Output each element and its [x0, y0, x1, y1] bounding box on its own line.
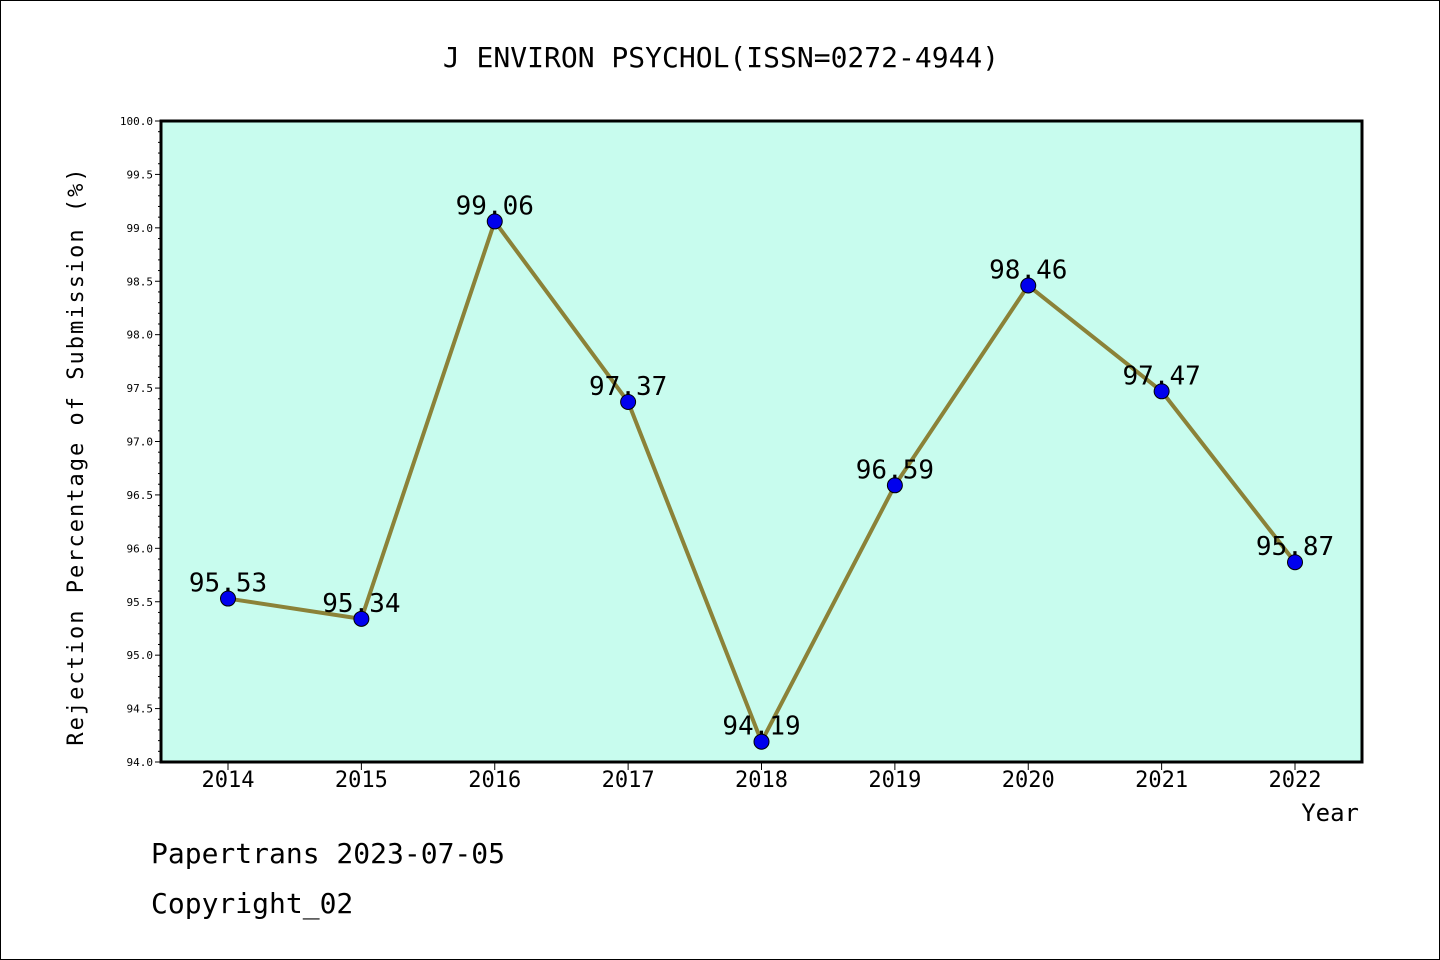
data-point: [486, 213, 503, 230]
data-point: [1020, 277, 1037, 294]
chart-title: J ENVIRON PSYCHOL(ISSN=0272-4944): [443, 41, 999, 74]
y-axis: 94.0 94.5 95.0 95.5 96.0 96.5 97.0 97.5 98.0 98.5…: [120, 115, 161, 769]
plot-area: [159, 119, 1364, 764]
y-tick-label: 96.5: [127, 489, 154, 502]
x-tick-label: 2016: [468, 768, 521, 793]
y-tick-label: 94.0: [127, 756, 154, 769]
y-tick-label: 94.5: [127, 703, 154, 716]
y-tick-label: 99.0: [127, 222, 154, 235]
y-tick-label: 97.0: [127, 436, 154, 449]
y-tick-label: 96.0: [127, 542, 154, 555]
data-point: [753, 733, 770, 750]
footer-copyright: Copyright_02: [151, 887, 354, 920]
data-label: 96.59: [856, 455, 934, 485]
data-point: [620, 393, 637, 410]
x-tick-label: 2015: [335, 768, 388, 793]
x-axis: 2014 2015 2016 2017 2018 2019 2020 2021 2022: [202, 762, 1322, 793]
y-tick-label: 98.5: [127, 275, 154, 288]
data-point: [1153, 383, 1170, 400]
footer-date: Papertrans 2023-07-05: [151, 837, 506, 870]
data-series: 95.53 95.34 99.06 97.37 94.19 96.59 98.46 97.47…: [189, 191, 1334, 750]
y-axis-label: Rejection Percentage of Submission (%): [64, 166, 89, 745]
y-tick-label: 98.0: [127, 329, 154, 342]
data-point: [886, 477, 903, 494]
x-tick-label: 2019: [868, 768, 921, 793]
data-label: 94.19: [722, 712, 800, 742]
x-tick-label: 2017: [602, 768, 655, 793]
y-tick-label: 95.0: [127, 649, 154, 662]
data-label: 95.87: [1256, 532, 1334, 562]
data-label: 99.06: [456, 191, 534, 221]
data-label: 98.46: [989, 256, 1067, 286]
x-tick-label: 2022: [1269, 768, 1322, 793]
data-label: 95.53: [189, 569, 267, 599]
x-tick-label: 2018: [735, 768, 788, 793]
y-tick-label: 97.5: [127, 382, 154, 395]
data-point: [220, 590, 236, 607]
x-tick-label: 2020: [1002, 768, 1055, 793]
y-tick-label: 99.5: [127, 168, 154, 181]
y-tick-label: 100.0: [120, 115, 153, 128]
data-label: 97.37: [589, 372, 667, 402]
x-tick-label: 2014: [202, 768, 255, 793]
y-tick-label: 95.5: [127, 596, 154, 609]
data-label: 95.34: [322, 589, 400, 619]
x-tick-label: 2021: [1135, 768, 1188, 793]
data-point: [353, 610, 370, 627]
data-point: [1287, 554, 1303, 571]
data-label: 97.47: [1122, 361, 1200, 391]
x-axis-label: Year: [1301, 799, 1359, 827]
